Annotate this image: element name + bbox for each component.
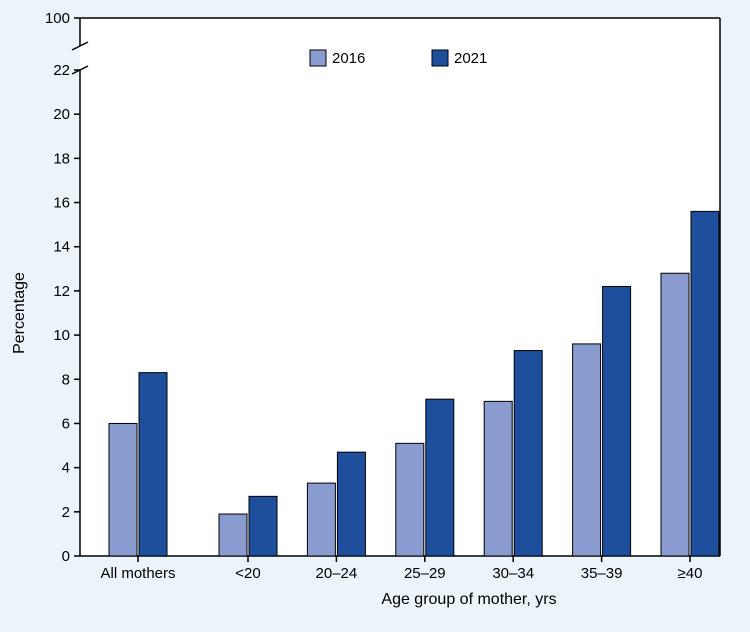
- bar-2021: [691, 211, 719, 556]
- bar-2021: [426, 399, 454, 556]
- bar-2016: [661, 273, 689, 556]
- y-tick-label: 16: [53, 195, 70, 212]
- bar-2016: [484, 401, 512, 556]
- y-tick-label: 20: [53, 106, 70, 123]
- legend-swatch: [432, 50, 448, 66]
- y-tick-label: 10: [53, 327, 70, 344]
- y-tick-label: 100: [45, 10, 70, 27]
- y-axis-label: Percentage: [11, 272, 28, 354]
- y-tick-label: 4: [62, 460, 70, 477]
- legend-label: 2016: [332, 50, 365, 67]
- x-tick-label: All mothers: [100, 565, 175, 582]
- bar-2016: [109, 423, 137, 556]
- legend-swatch: [310, 50, 326, 66]
- y-tick-label: 14: [53, 239, 70, 256]
- y-tick-label: 12: [53, 283, 70, 300]
- x-tick-label: <20: [235, 565, 260, 582]
- y-tick-label: 2: [62, 504, 70, 521]
- x-axis-label: Age group of mother, yrs: [381, 591, 556, 608]
- bar-2021: [514, 351, 542, 556]
- bar-2021: [249, 496, 277, 556]
- bar-2016: [573, 344, 601, 556]
- y-tick-label: 18: [53, 150, 70, 167]
- bar-2021: [603, 286, 631, 556]
- bar-2016: [307, 483, 335, 556]
- x-tick-label: 35–39: [581, 565, 623, 582]
- y-tick-label: 22: [53, 62, 70, 79]
- x-tick-label: 25–29: [404, 565, 446, 582]
- bar-2016: [396, 443, 424, 556]
- chart-container: 0 2 4 6 8 10 12 14 16 18 20 22 100 Percentage All moth…: [0, 0, 750, 632]
- legend-label: 2021: [454, 50, 487, 67]
- y-tick-label: 0: [62, 548, 70, 565]
- x-tick-label: 30–34: [492, 565, 534, 582]
- x-tick-label: ≥40: [678, 565, 703, 582]
- bar-chart: 0 2 4 6 8 10 12 14 16 18 20 22 100 Percentage All moth…: [0, 0, 750, 632]
- y-tick-label: 6: [62, 415, 70, 432]
- x-tick-label: 20–24: [316, 565, 358, 582]
- bar-2021: [337, 452, 365, 556]
- bar-2021: [139, 373, 167, 556]
- y-tick-label: 8: [62, 371, 70, 388]
- bar-2016: [219, 514, 247, 556]
